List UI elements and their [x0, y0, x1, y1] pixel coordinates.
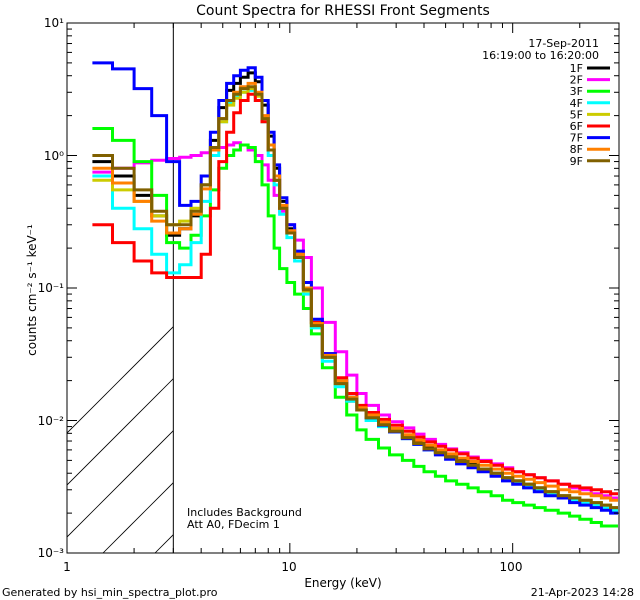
- hatch-line: [67, 430, 174, 538]
- x-tick-label: 100: [500, 560, 523, 574]
- y-tick-labels: 10⁻³ 10⁻² 10⁻¹ 10⁰ 10¹: [38, 16, 65, 560]
- hatch-line: [623, 23, 640, 553]
- y-tick-label: 10⁻²: [38, 414, 65, 428]
- time-range-label: 16:19:00 to 16:20:00: [482, 49, 599, 62]
- series-2F-line: [92, 141, 618, 500]
- series-layer: [92, 61, 618, 528]
- annotation-attenuator: Att A0, FDecim 1: [187, 518, 280, 531]
- legend-label-5F: 5F: [570, 108, 583, 121]
- y-tick-label: 10¹: [44, 16, 64, 30]
- legend-label-6F: 6F: [570, 120, 583, 133]
- series-9F-line: [92, 85, 618, 510]
- plot-frame: [66, 22, 620, 554]
- y-tick-label: 10⁰: [44, 149, 64, 163]
- series-7F-line: [92, 61, 618, 515]
- series-4F-line: [92, 88, 618, 512]
- legend-label-1F: 1F: [570, 62, 583, 75]
- series-5F-line: [92, 87, 618, 510]
- footer-timestamp: 21-Apr-2023 14:28: [531, 586, 634, 599]
- x-axis-label: Energy (keV): [304, 576, 381, 590]
- y-tick-label: 10⁻¹: [38, 281, 65, 295]
- legend-label-7F: 7F: [570, 132, 583, 145]
- hatched-region: [67, 23, 640, 553]
- legend-label-8F: 8F: [570, 143, 583, 156]
- legend-label-4F: 4F: [570, 97, 583, 110]
- legend-label-3F: 3F: [570, 85, 583, 98]
- series-1F-line: [92, 71, 618, 512]
- axis-ticks: [66, 22, 620, 554]
- series-3F-line: [92, 127, 618, 528]
- x-tick-label: 10: [281, 560, 296, 574]
- chart-title: Count Spectra for RHESSI Front Segments: [196, 3, 490, 19]
- series-6F-line: [92, 92, 618, 496]
- x-tick-labels: 1 10 100: [63, 560, 522, 574]
- legend-label-9F: 9F: [570, 155, 583, 168]
- hatch-line: [67, 378, 174, 486]
- series-8F-line: [92, 81, 618, 502]
- x-tick-label: 1: [63, 560, 71, 574]
- legend-label-2F: 2F: [570, 74, 583, 87]
- date-label: 17-Sep-2011: [528, 37, 599, 50]
- footer-generator: Generated by hsi_min_spectra_plot.pro: [2, 586, 218, 599]
- y-axis-label: counts cm⁻² s⁻¹ keV⁻¹: [25, 224, 39, 356]
- annotation-background: Includes Background: [187, 506, 302, 519]
- y-tick-label: 10⁻³: [38, 546, 65, 560]
- hatch-line: [102, 482, 174, 553]
